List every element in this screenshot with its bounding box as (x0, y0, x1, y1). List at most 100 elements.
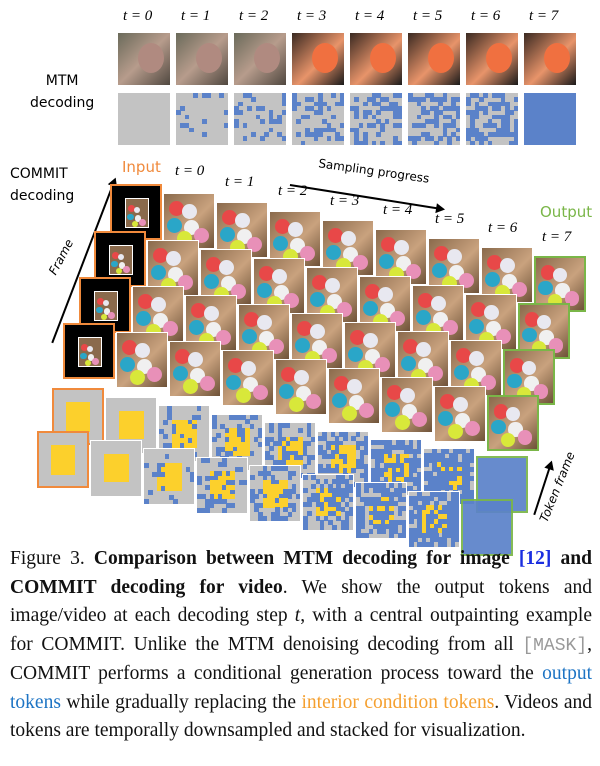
token-cell (160, 476, 166, 482)
token-cell (440, 462, 446, 468)
token-cell (241, 414, 246, 420)
ball (115, 267, 123, 274)
token-cell (111, 468, 117, 474)
caption-text: , COMMIT performs a conditional generati… (10, 633, 592, 685)
step-label: t = 5 (435, 211, 465, 227)
token-cell (201, 494, 206, 500)
token-cell (416, 472, 421, 478)
token-cell (358, 123, 364, 129)
token-cell (313, 132, 319, 137)
token-cell (383, 449, 389, 455)
token-cell (457, 471, 462, 477)
token-cell (139, 425, 144, 431)
token-cell (281, 110, 286, 116)
token-cell (202, 93, 207, 98)
token-cell (270, 475, 276, 481)
token-cell (528, 101, 534, 107)
token-cell (348, 511, 353, 517)
ball (300, 246, 315, 262)
token-cell (275, 498, 280, 504)
token-cell (205, 498, 210, 504)
token-cell (513, 123, 518, 129)
token-cell (268, 127, 274, 133)
token-cell (469, 489, 474, 495)
token-cell (219, 93, 225, 98)
token-cell (330, 440, 336, 446)
token-cell (550, 136, 555, 142)
token-cell (571, 127, 576, 133)
token-cell (408, 136, 413, 142)
ball (415, 342, 431, 357)
token-cell (196, 415, 202, 421)
token-cell (571, 132, 576, 137)
token-cell (193, 93, 199, 98)
caption-text: . Videos and tokens are temporally downs… (10, 691, 592, 742)
token-cell (474, 106, 480, 111)
ball (129, 370, 145, 385)
token-cell (371, 114, 377, 120)
ball (552, 267, 568, 283)
token-cell (202, 119, 207, 124)
token-cell (209, 498, 215, 504)
ball (484, 271, 500, 287)
token-cell (424, 485, 429, 491)
token-cell (281, 459, 287, 465)
token-cell (434, 97, 439, 103)
token-cell (474, 110, 480, 116)
token-cell (344, 515, 350, 521)
token-cell (368, 519, 374, 525)
mtm-token-step (117, 92, 171, 146)
ball (259, 266, 274, 282)
ball (377, 287, 393, 302)
token-cell (355, 431, 361, 437)
token-cell (126, 434, 132, 440)
token-cell (429, 514, 435, 520)
token-cell (421, 496, 427, 502)
token-cell (412, 449, 418, 455)
token-cell (461, 448, 467, 454)
token-cell (281, 445, 287, 451)
token-cell (432, 480, 437, 486)
token-cell (270, 493, 276, 499)
token-cell (550, 132, 555, 137)
token-cell (479, 106, 484, 111)
token-cell (291, 470, 297, 476)
token-cell (541, 127, 547, 133)
token-cell (116, 458, 121, 464)
token-cell (169, 476, 174, 482)
token-cell (253, 437, 259, 443)
token-cell (479, 136, 484, 142)
token-cell (277, 436, 283, 442)
token-cell (438, 136, 444, 142)
token-cell (360, 524, 365, 530)
token-cell (385, 505, 390, 511)
token-cell (175, 424, 181, 430)
token-cell (470, 93, 476, 98)
token-cell (558, 93, 564, 98)
token-cell (379, 458, 384, 464)
ball (271, 269, 287, 284)
token-cell (363, 463, 368, 469)
token-cell (262, 466, 268, 472)
token-cell (363, 477, 368, 483)
token-cell (169, 467, 174, 473)
token-cell (528, 119, 534, 124)
token-cell (338, 431, 344, 437)
token-cell (347, 459, 352, 465)
token-cell (408, 440, 414, 446)
token-cell (450, 528, 456, 534)
token-cell (571, 140, 576, 145)
token-cell (281, 136, 286, 142)
token-cell (328, 511, 333, 517)
token-cell (354, 110, 360, 116)
token-cell (554, 101, 560, 107)
input-frame (110, 184, 162, 240)
token-cell (336, 488, 341, 494)
ball (387, 385, 402, 401)
caption-prefix: Figure 3. (10, 548, 94, 569)
citation-link[interactable]: [12] (518, 548, 552, 569)
caption-text: while gradually replacing the (60, 691, 302, 713)
token-cell (434, 491, 439, 497)
token-cell (131, 425, 136, 431)
token-cell (184, 419, 189, 425)
